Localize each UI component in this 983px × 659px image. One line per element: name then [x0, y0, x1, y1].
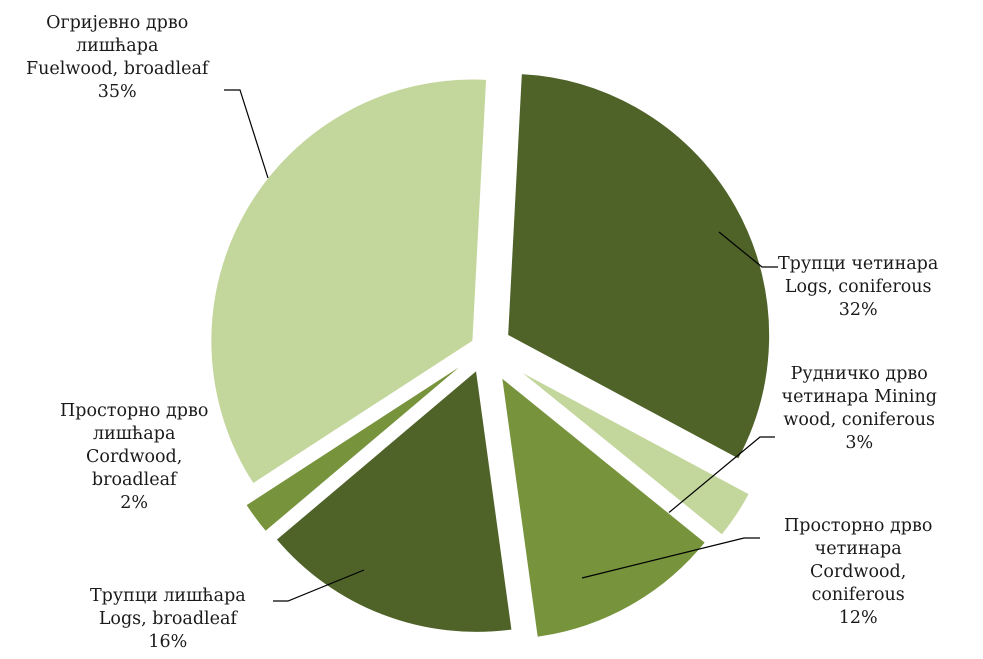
slice-value-label: 12% — [838, 608, 878, 628]
slice-label: Трупци четинара Logs, coniferous 32% — [778, 253, 938, 322]
slice-value-label: 2% — [120, 493, 149, 513]
slice-label-line: coniferous — [811, 585, 905, 605]
pie-slice — [507, 73, 771, 460]
slice-label-line: Трупци лишћара — [90, 586, 246, 606]
slice-value-label: 32% — [838, 300, 878, 320]
leader-line — [581, 537, 760, 579]
slice-value-label: 3% — [845, 433, 874, 453]
slice-label: Рудничко дрво четинара Mining wood, conife… — [782, 363, 937, 455]
slice-label-line: лишћара — [92, 424, 176, 444]
pie-slice — [275, 369, 513, 633]
slice-label: Просторно дрво лишћара Cordwood, broadleaf 2… — [60, 400, 208, 515]
pie-slice — [501, 376, 707, 638]
slice-label-line: Logs, coniferous — [784, 277, 932, 297]
slice-label-line: Рудничко дрво — [790, 364, 928, 384]
slice-label: Просторно дрво четинара Cordwood, coniferou… — [784, 515, 932, 630]
slice-label-line: wood, coniferous — [783, 410, 935, 430]
slice-value-label: 35% — [97, 82, 137, 102]
pie-slice — [210, 78, 488, 485]
slice-label-line: Logs, broadleaf — [98, 609, 237, 629]
leader-line — [718, 231, 778, 268]
slice-label: Трупци лишћара Logs, broadleaf 16% — [90, 585, 246, 654]
slice-value-label: 16% — [148, 632, 188, 652]
slice-label-line: Cordwood, — [86, 447, 183, 467]
slice-label-line: Просторно дрво — [60, 401, 209, 421]
slice-label: Огријевно дрво лишћара Fuelwood, broadleaf… — [26, 12, 208, 104]
leader-line — [224, 89, 269, 179]
slice-label-line: лишћара — [75, 36, 159, 56]
slice-label-line: broadleaf — [91, 470, 177, 490]
slice-label-line: четинара — [814, 539, 902, 559]
leader-line — [665, 436, 775, 516]
slice-label-line: четинара Mining — [781, 387, 937, 407]
slice-label-line: Cordwood, — [810, 562, 907, 582]
leader-line — [273, 569, 365, 602]
pie-slice — [245, 361, 467, 533]
slice-label-line: Fuelwood, broadleaf — [26, 59, 209, 79]
slice-label-line: Трупци четинара — [778, 254, 939, 274]
slice-label-line: Просторно дрво — [784, 516, 933, 536]
slice-label-line: Огријевно дрво — [46, 13, 189, 33]
